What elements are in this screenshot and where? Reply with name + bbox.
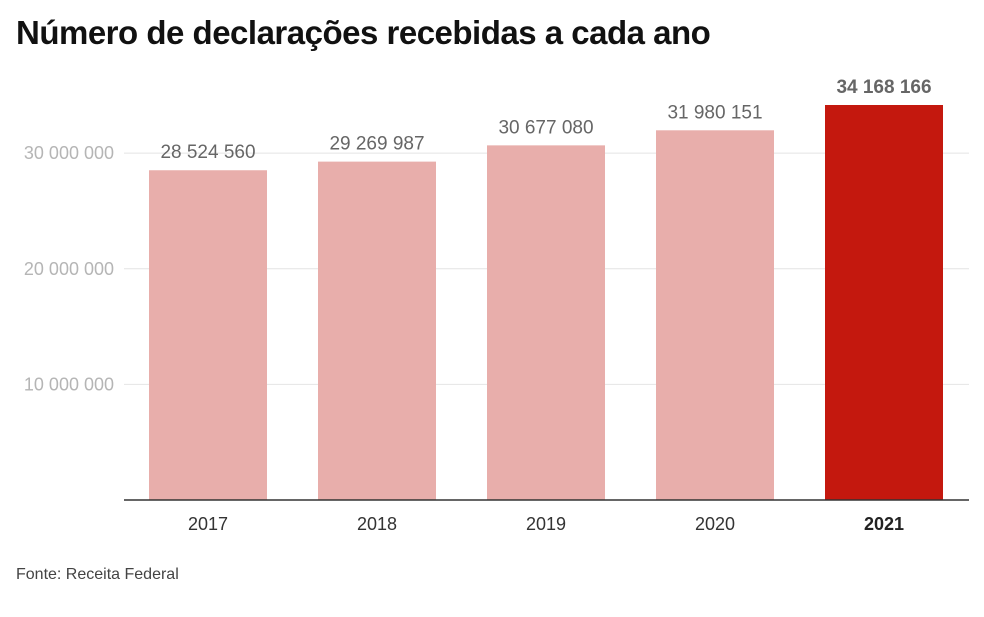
chart-title: Número de declarações recebidas a cada a… <box>16 14 711 51</box>
bars <box>149 105 943 500</box>
bar-2020 <box>656 130 774 500</box>
value-label: 30 677 080 <box>498 117 593 138</box>
value-labels: 28 524 560 29 269 987 30 677 080 31 980 151… <box>160 77 931 163</box>
x-tick-label: 2019 <box>526 514 566 534</box>
source-note: Fonte: Receita Federal <box>16 566 179 583</box>
value-label: 29 269 987 <box>329 134 424 155</box>
x-tick-label: 2017 <box>188 514 228 534</box>
y-tick-label: 20 000 000 <box>24 259 114 279</box>
bar-2019 <box>487 145 605 500</box>
value-label: 34 168 166 <box>836 77 931 98</box>
bar-2017 <box>149 170 267 500</box>
x-tick-label: 2020 <box>695 514 735 534</box>
y-axis-ticks: 10 000 000 20 000 000 30 000 000 <box>24 143 114 394</box>
value-label: 28 524 560 <box>160 142 255 163</box>
value-label: 31 980 151 <box>667 102 762 123</box>
x-axis-ticks: 2017 2018 2019 2020 2021 <box>188 514 904 534</box>
x-tick-label: 2018 <box>357 514 397 534</box>
y-tick-label: 10 000 000 <box>24 374 114 394</box>
x-tick-label: 2021 <box>864 514 904 534</box>
bar-2018 <box>318 161 436 500</box>
bar-2021 <box>825 105 943 500</box>
y-tick-label: 30 000 000 <box>24 143 114 163</box>
